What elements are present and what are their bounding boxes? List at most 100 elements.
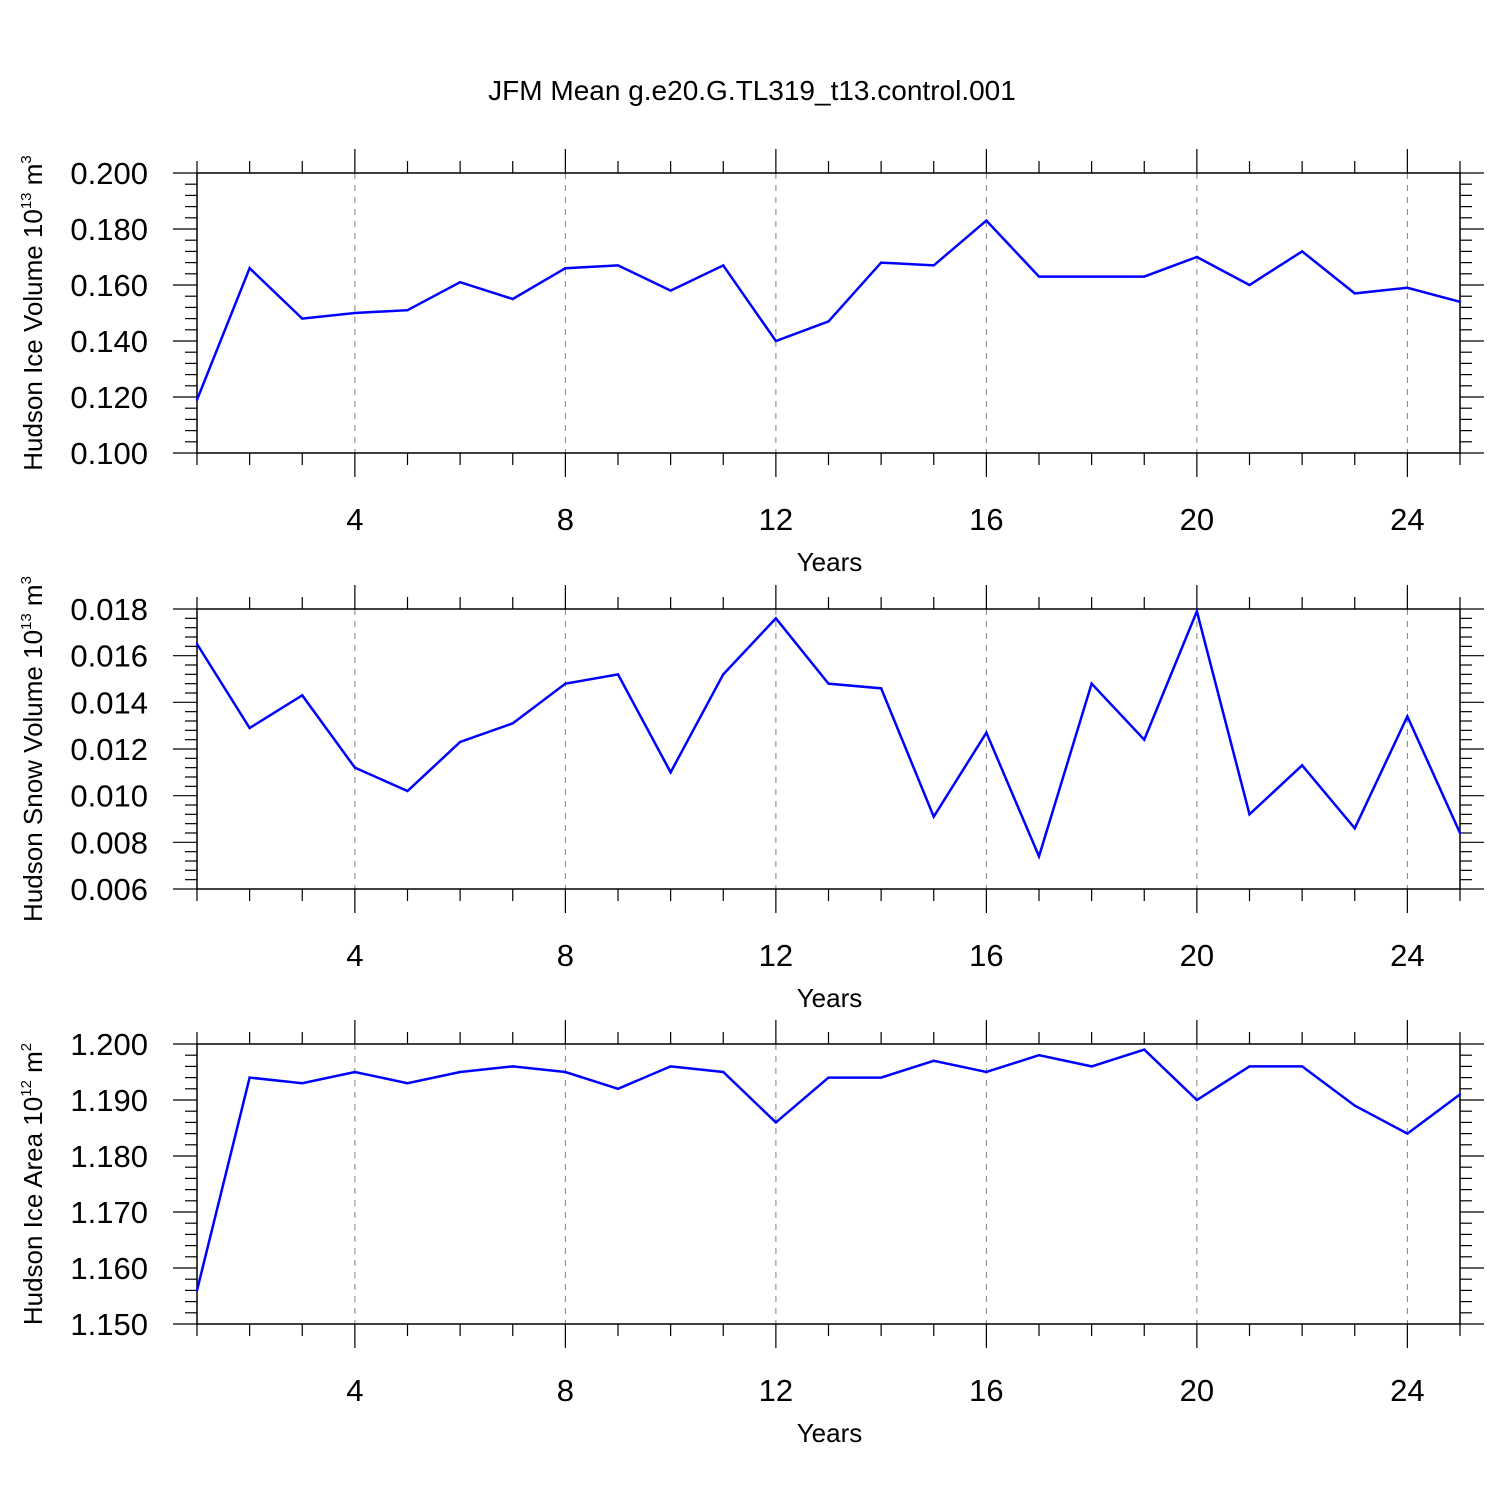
x-tick-label: 4 (346, 938, 363, 973)
x-tick-label: 24 (1390, 938, 1424, 973)
data-point (1406, 1132, 1409, 1135)
x-tick-label: 16 (969, 1373, 1003, 1408)
data-point (1300, 1065, 1304, 1068)
data-point (879, 1076, 883, 1079)
x-tick-label: 16 (969, 502, 1003, 537)
data-point (879, 261, 883, 264)
data-point (353, 766, 357, 769)
data-point (616, 673, 620, 676)
y-tick-label: 0.160 (70, 268, 148, 303)
x-tick-label: 4 (346, 502, 363, 537)
x-axis-label: Years (797, 983, 863, 1013)
data-point (195, 398, 199, 401)
y-tick-label: 0.018 (70, 592, 148, 627)
data-point (458, 740, 462, 744)
chart-title: JFM Mean g.e20.G.TL319_t13.control.001 (488, 75, 1016, 106)
data-point (1458, 1093, 1462, 1096)
data-point (827, 1076, 830, 1079)
data-point (353, 1070, 357, 1074)
data-point (1090, 1065, 1093, 1068)
y-tick-label: 0.012 (70, 732, 148, 767)
x-tick-label: 12 (759, 1373, 793, 1408)
data-point (1458, 300, 1462, 303)
panel-3: 1.150 1.160 1.170 1.180 1.190 1.200 4 8 12 16 20 24… (18, 1020, 1484, 1448)
data-point (1248, 1065, 1251, 1068)
data-point (248, 726, 251, 730)
data-point (406, 309, 409, 312)
data-point (564, 267, 567, 270)
data-point (1353, 292, 1356, 295)
data-point (1248, 813, 1251, 816)
x-tick-label: 12 (759, 502, 793, 537)
data-point (1248, 283, 1251, 287)
y-axis-label: Hudson Ice Volume 1013 m3 (18, 155, 48, 471)
y-tick-label: 0.008 (70, 825, 148, 860)
panel-1: 0.100 0.120 0.140 0.160 0.180 0.200 4 8 12 16 20 24… (18, 149, 1484, 577)
y-tick-label: 0.100 (70, 436, 148, 471)
data-point (879, 687, 883, 690)
data-point (248, 267, 251, 270)
y-tick-label: 1.170 (70, 1195, 148, 1230)
data-point (248, 1076, 251, 1079)
data-point (722, 1070, 725, 1074)
data-point (1458, 831, 1462, 835)
panel-2: 0.006 0.008 0.010 0.012 0.014 0.016 0.018 4 8 12 1… (18, 576, 1484, 1013)
x-tick-label: 12 (759, 938, 793, 973)
data-point (511, 722, 514, 725)
data-point (774, 339, 778, 343)
y-tick-label: 1.160 (70, 1251, 148, 1286)
y-tick-label: 0.140 (70, 324, 148, 359)
data-point (353, 311, 357, 315)
data-point (511, 297, 514, 301)
x-tick-label: 8 (557, 938, 574, 973)
x-tick-label: 20 (1180, 938, 1214, 973)
y-tick-label: 1.180 (70, 1139, 148, 1174)
data-point (722, 673, 725, 676)
data-point (301, 1082, 304, 1085)
data-point (1195, 255, 1199, 259)
plot-frame (196, 1043, 1461, 1325)
x-tick-label: 4 (346, 1373, 363, 1408)
y-axis-label: Hudson Snow Volume 1013 m3 (18, 576, 48, 922)
data-point (932, 1059, 935, 1063)
data-point (301, 694, 304, 697)
x-tick-label: 20 (1180, 1373, 1214, 1408)
data-point (616, 264, 620, 267)
data-point (301, 317, 304, 320)
data-point (669, 289, 672, 292)
data-point (1143, 738, 1146, 741)
data-point (1353, 827, 1356, 830)
data-point (195, 642, 199, 646)
x-tick-label: 16 (969, 938, 1003, 973)
data-point (511, 1065, 514, 1068)
data-point (1143, 275, 1146, 278)
data-point (406, 1082, 409, 1085)
plot-frame (196, 608, 1461, 890)
data-point (1037, 275, 1041, 278)
x-axis-label: Years (797, 547, 863, 577)
data-point (932, 264, 935, 267)
y-tick-label: 1.150 (70, 1307, 148, 1342)
series-line (195, 607, 1462, 860)
data-point (1195, 1098, 1199, 1102)
y-tick-label: 0.016 (70, 639, 148, 674)
plot-frame (196, 172, 1461, 454)
y-tick-label: 0.200 (70, 156, 148, 191)
data-point (827, 320, 830, 323)
data-point (985, 1070, 988, 1074)
data-point (1353, 1104, 1356, 1107)
data-point (406, 789, 409, 793)
y-tick-label: 1.200 (70, 1027, 148, 1062)
y-tick-label: 1.190 (70, 1083, 148, 1118)
x-tick-label: 8 (557, 502, 574, 537)
y-tick-label: 0.180 (70, 212, 148, 247)
data-point (985, 219, 988, 222)
y-tick-label: 0.014 (70, 685, 148, 720)
x-tick-label: 8 (557, 1373, 574, 1408)
data-point (195, 1289, 199, 1292)
data-point (985, 731, 988, 734)
y-axis-label: Hudson Ice Area 1012 m2 (18, 1043, 48, 1325)
data-point (669, 771, 672, 774)
data-point (1300, 250, 1304, 253)
